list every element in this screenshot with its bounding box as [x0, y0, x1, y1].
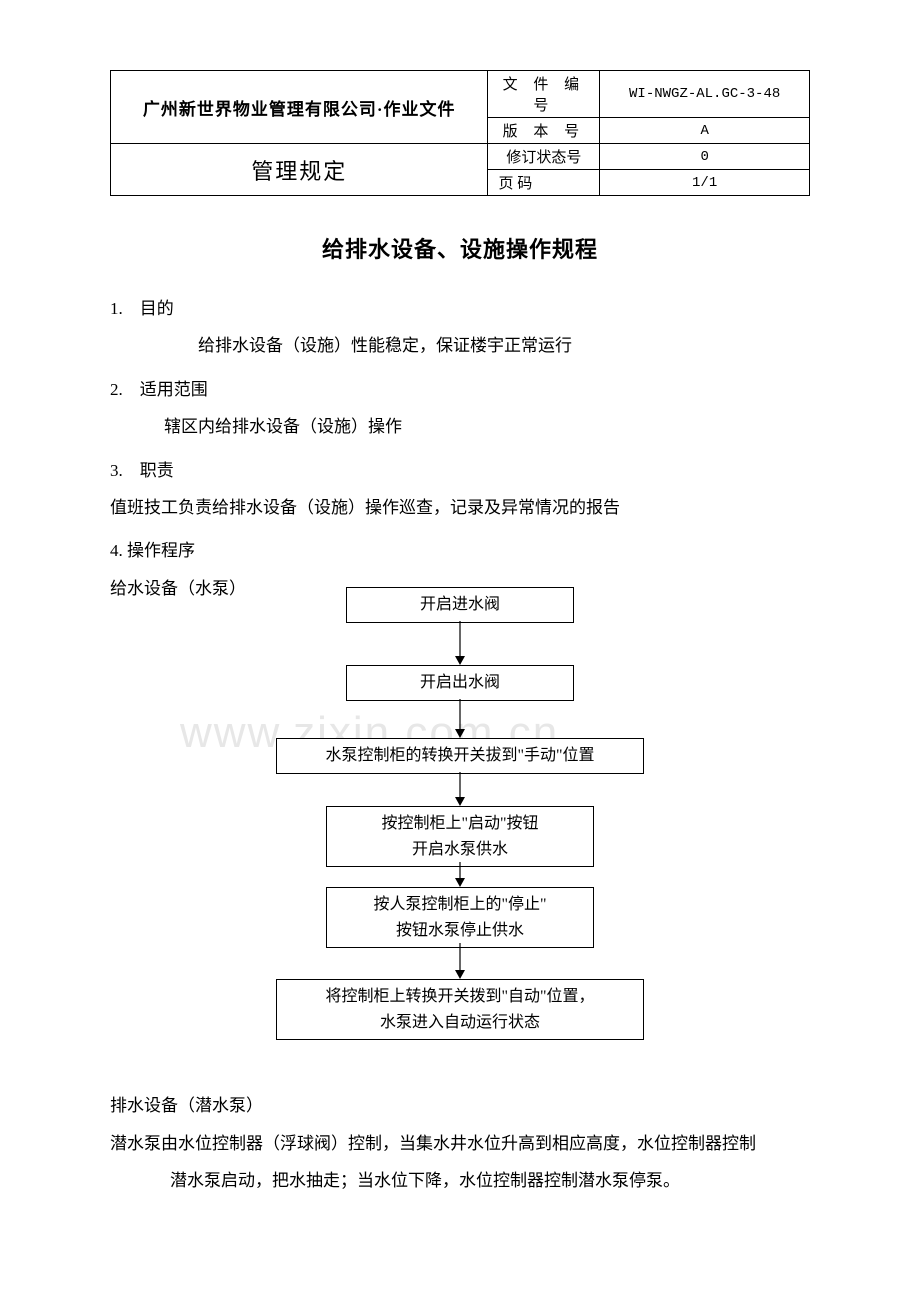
- value-version: A: [600, 118, 810, 144]
- value-page: 1/1: [600, 170, 810, 196]
- section-1-body: 给排水设备（设施）性能稳定，保证楼宇正常运行: [110, 327, 810, 364]
- flow-node-n5: 按人泵控制柜上的"停止"按钮水泵停止供水: [326, 887, 594, 948]
- page-title: 给排水设备、设施操作规程: [110, 232, 810, 264]
- label-page: 页 码: [488, 170, 600, 196]
- flowchart: www.zixin.com.cn开启进水阀开启出水阀水泵控制柜的转换开关拔到"手…: [110, 587, 810, 1047]
- section-1-heading: 1. 目的: [110, 290, 810, 327]
- label-doc-no: 文 件 编 号: [488, 71, 600, 118]
- section-2-body: 辖区内给排水设备（设施）操作: [110, 408, 810, 445]
- flow-node-n3: 水泵控制柜的转换开关拔到"手动"位置: [276, 738, 644, 774]
- company-name: 广州新世界物业管理有限公司·作业文件: [111, 71, 488, 144]
- doc-header-table: 广州新世界物业管理有限公司·作业文件 文 件 编 号 WI-NWGZ-AL.GC…: [110, 70, 810, 196]
- section-4-sub2-body2: 潜水泵启动，把水抽走；当水位下降，水位控制器控制潜水泵停泵。: [110, 1162, 810, 1199]
- section-4-sub2-body1: 潜水泵由水位控制器（浮球阀）控制，当集水井水位升高到相应高度，水位控制器控制: [110, 1125, 810, 1162]
- flow-node-n6: 将控制柜上转换开关拨到"自动"位置，水泵进入自动运行状态: [276, 979, 644, 1040]
- document-body: 1. 目的 给排水设备（设施）性能稳定，保证楼宇正常运行 2. 适用范围 辖区内…: [110, 290, 810, 1199]
- flow-node-n1: 开启进水阀: [346, 587, 574, 623]
- flow-node-n4: 按控制柜上"启动"按钮开启水泵供水: [326, 806, 594, 867]
- flow-arrow-0: [454, 621, 466, 665]
- flow-node-n2: 开启出水阀: [346, 665, 574, 701]
- flow-arrow-2: [454, 772, 466, 806]
- section-3-heading: 3. 职责: [110, 452, 810, 489]
- section-3-body: 值班技工负责给排水设备（设施）操作巡查，记录及异常情况的报告: [110, 489, 810, 526]
- value-doc-no: WI-NWGZ-AL.GC-3-48: [600, 71, 810, 118]
- flow-arrow-3: [454, 862, 466, 887]
- section-4-sub2: 排水设备（潜水泵）: [110, 1087, 810, 1124]
- section-2-heading: 2. 适用范围: [110, 371, 810, 408]
- mgmt-title: 管理规定: [111, 144, 488, 196]
- flow-arrow-1: [454, 699, 466, 738]
- label-version: 版 本 号: [488, 118, 600, 144]
- section-4-heading: 4. 操作程序: [110, 532, 810, 569]
- flow-arrow-4: [454, 943, 466, 979]
- label-revision: 修订状态号: [488, 144, 600, 170]
- value-revision: 0: [600, 144, 810, 170]
